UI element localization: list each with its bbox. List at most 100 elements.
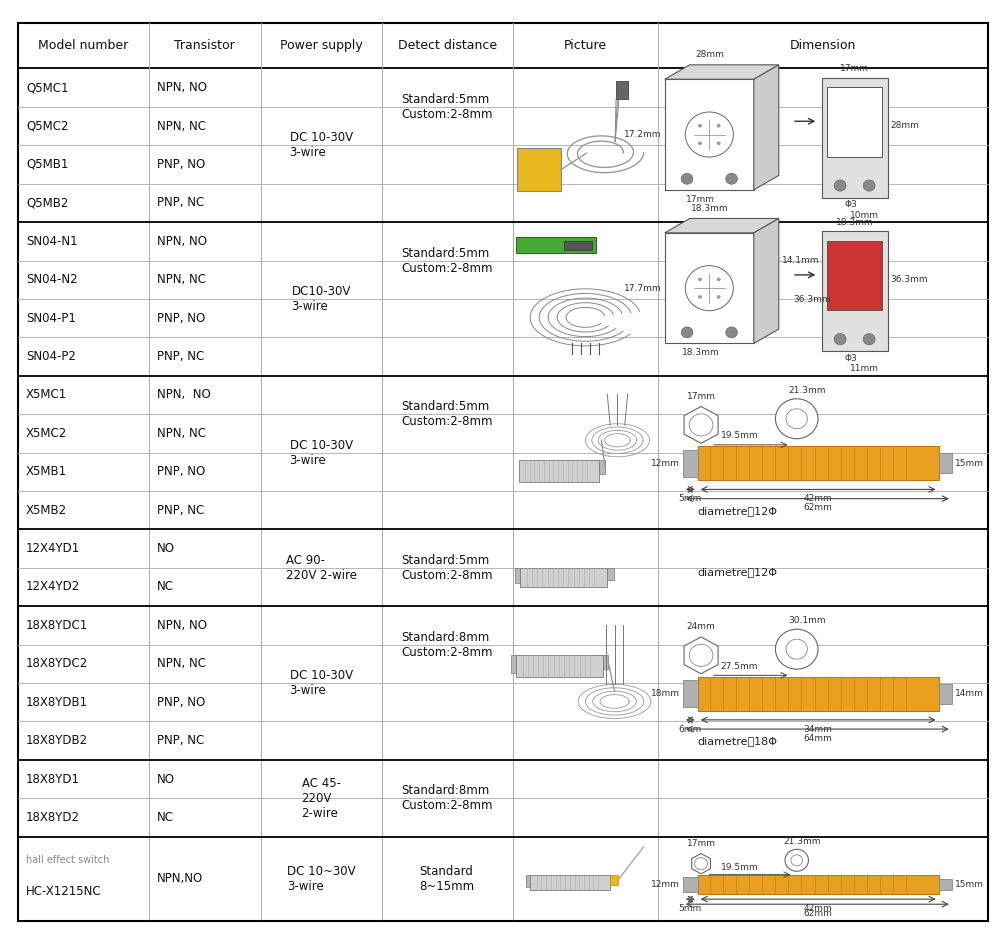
Text: 21.3mm: 21.3mm: [784, 837, 821, 845]
Polygon shape: [754, 65, 779, 189]
Bar: [827, 241, 882, 310]
Bar: [520, 567, 607, 587]
Polygon shape: [684, 406, 718, 444]
Bar: [599, 461, 605, 475]
Text: DC10-30V
3-wire: DC10-30V 3-wire: [291, 285, 351, 313]
Circle shape: [791, 855, 803, 866]
Bar: [698, 677, 939, 711]
Bar: [516, 656, 603, 677]
Text: 18mm: 18mm: [651, 689, 680, 698]
Bar: [530, 874, 610, 890]
Circle shape: [726, 327, 737, 338]
Polygon shape: [665, 219, 779, 233]
Text: Q5MC1: Q5MC1: [26, 82, 68, 94]
Circle shape: [717, 295, 721, 298]
Bar: [822, 232, 888, 351]
Text: 18.3mm: 18.3mm: [691, 204, 728, 213]
Text: NO: NO: [157, 773, 175, 785]
Text: NPN, NO: NPN, NO: [157, 82, 207, 94]
Text: 18X8YDB1: 18X8YDB1: [26, 696, 88, 709]
Text: AC 90-
220V 2-wire: AC 90- 220V 2-wire: [286, 553, 357, 582]
Bar: [526, 874, 530, 886]
Text: 12mm: 12mm: [651, 459, 680, 468]
Text: 18X8YDC1: 18X8YDC1: [26, 619, 88, 632]
Bar: [939, 453, 952, 474]
Text: NC: NC: [157, 581, 174, 594]
Text: 17mm: 17mm: [686, 194, 715, 204]
Bar: [939, 879, 952, 890]
Polygon shape: [754, 219, 779, 343]
Text: 10mm: 10mm: [850, 211, 879, 219]
Text: 18.3mm: 18.3mm: [836, 218, 873, 227]
Text: NO: NO: [157, 542, 175, 555]
Text: hall effect switch: hall effect switch: [26, 855, 109, 865]
Text: PNP, NO: PNP, NO: [157, 696, 205, 709]
Text: 34mm: 34mm: [804, 724, 833, 734]
Text: 42mm: 42mm: [804, 904, 833, 913]
Text: Detect distance: Detect distance: [398, 39, 497, 53]
Bar: [822, 78, 888, 198]
Text: 18X8YD2: 18X8YD2: [26, 811, 80, 824]
Text: PNP, NC: PNP, NC: [157, 504, 204, 517]
Text: DC 10~30V
3-wire: DC 10~30V 3-wire: [287, 865, 355, 893]
Text: Standard
8~15mm: Standard 8~15mm: [420, 865, 475, 893]
Text: 21.3mm: 21.3mm: [789, 386, 826, 395]
Text: Standard:8mm
Custom:2-8mm: Standard:8mm Custom:2-8mm: [401, 784, 493, 812]
Circle shape: [726, 174, 737, 184]
Circle shape: [834, 334, 846, 345]
Text: Standard:5mm
Custom:2-8mm: Standard:5mm Custom:2-8mm: [401, 553, 493, 582]
Circle shape: [717, 278, 721, 281]
Text: Picture: Picture: [564, 39, 607, 53]
Bar: [610, 874, 618, 885]
Circle shape: [695, 857, 708, 870]
Text: 6mm: 6mm: [679, 724, 702, 734]
Text: DC 10-30V
3-wire: DC 10-30V 3-wire: [290, 669, 353, 697]
Bar: [607, 567, 614, 581]
Bar: [517, 148, 561, 191]
Circle shape: [698, 142, 702, 145]
Text: NC: NC: [157, 811, 174, 824]
Text: X5MB1: X5MB1: [26, 465, 67, 478]
Polygon shape: [684, 637, 718, 673]
Text: 14mm: 14mm: [955, 689, 984, 698]
Text: HC-X1215NC: HC-X1215NC: [26, 885, 102, 898]
Text: 12mm: 12mm: [651, 880, 680, 889]
Circle shape: [786, 409, 807, 429]
Circle shape: [775, 399, 818, 439]
Text: Q5MB2: Q5MB2: [26, 196, 68, 209]
Circle shape: [863, 334, 875, 345]
Bar: [683, 877, 698, 892]
Polygon shape: [692, 854, 710, 874]
Text: X5MC2: X5MC2: [26, 427, 67, 440]
Bar: [683, 680, 698, 707]
Bar: [939, 684, 952, 704]
Text: 14.1mm: 14.1mm: [782, 256, 819, 265]
Text: diametre：12Φ: diametre：12Φ: [698, 567, 778, 577]
Text: 24mm: 24mm: [687, 622, 715, 631]
Text: diametre：12Φ: diametre：12Φ: [698, 506, 778, 516]
Text: PNP, NO: PNP, NO: [157, 158, 205, 171]
Text: NPN, NC: NPN, NC: [157, 273, 206, 286]
Text: PNP, NC: PNP, NC: [157, 196, 204, 209]
Circle shape: [689, 414, 713, 436]
Circle shape: [717, 142, 721, 145]
Text: PNP, NO: PNP, NO: [157, 465, 205, 478]
Text: 28mm: 28mm: [695, 51, 724, 59]
Text: diametre：18Φ: diametre：18Φ: [698, 736, 778, 747]
Text: 5mm: 5mm: [679, 494, 702, 503]
Text: DC 10-30V
3-wire: DC 10-30V 3-wire: [290, 131, 353, 159]
Circle shape: [717, 124, 721, 128]
Text: 12X4YD2: 12X4YD2: [26, 581, 80, 594]
Text: NPN, NO: NPN, NO: [157, 619, 207, 632]
Text: Standard:5mm
Custom:2-8mm: Standard:5mm Custom:2-8mm: [401, 401, 493, 428]
Text: Standard:5mm
Custom:2-8mm: Standard:5mm Custom:2-8mm: [401, 247, 493, 275]
Text: Power supply: Power supply: [280, 39, 362, 53]
Text: X5MB2: X5MB2: [26, 504, 67, 517]
Text: 17mm: 17mm: [840, 64, 869, 73]
Text: Φ3: Φ3: [845, 201, 857, 209]
Circle shape: [689, 644, 713, 666]
Text: 42mm: 42mm: [804, 494, 833, 503]
Circle shape: [775, 629, 818, 669]
Text: 28mm: 28mm: [891, 121, 919, 130]
Text: NPN,NO: NPN,NO: [157, 872, 203, 885]
